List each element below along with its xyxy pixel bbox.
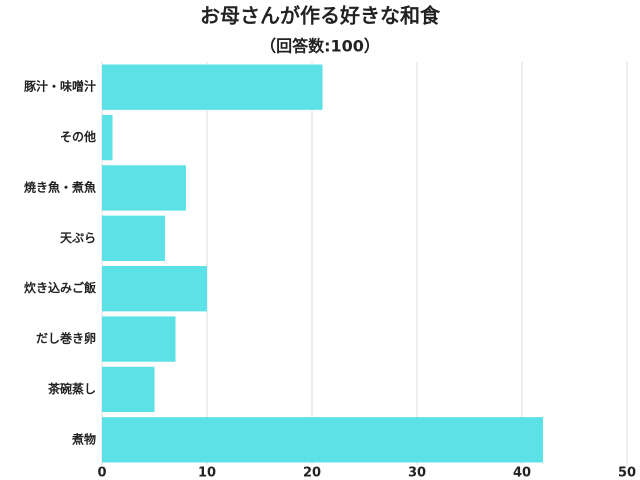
x-tick-label: 20 [303, 466, 321, 480]
bar [102, 215, 165, 261]
x-tick-label: 10 [198, 466, 216, 480]
bar [102, 64, 323, 110]
y-tick-label: 焼き魚・煮魚 [24, 179, 96, 194]
y-tick-label: 豚汁・味噌汁 [23, 79, 96, 94]
y-tick-label: だし巻き卵 [36, 331, 96, 346]
bar [102, 266, 207, 312]
bar [102, 316, 176, 362]
bar [102, 417, 543, 463]
y-tick-label: 天ぷら [60, 231, 96, 245]
bar [102, 165, 186, 211]
y-tick-label: その他 [60, 129, 96, 144]
y-tick-label: 茶碗蒸し [47, 381, 96, 396]
bar [102, 114, 113, 161]
y-tick-label: 煮物 [71, 431, 96, 446]
x-tick-label: 0 [97, 466, 106, 480]
chart-title: お母さんが作る好きな和食 [200, 4, 441, 28]
bar [102, 366, 155, 413]
x-tick-label: 30 [408, 466, 426, 480]
x-tick-label: 40 [513, 466, 531, 480]
chart-subtitle: （回答数:100） [260, 37, 380, 56]
y-tick-label: 炊き込みご飯 [24, 280, 96, 295]
x-tick-label: 50 [618, 466, 636, 480]
